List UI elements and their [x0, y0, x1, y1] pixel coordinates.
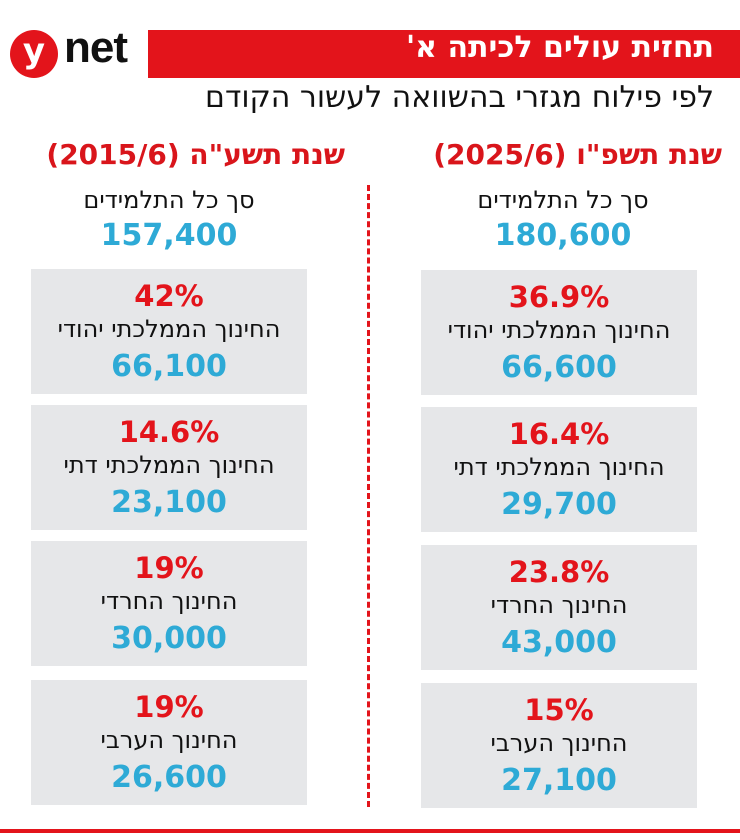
sector-label: החינוך הממלכתי דתי — [63, 451, 275, 479]
sector-card-2025-religious-state: 16.4% החינוך הממלכתי דתי 29,700 — [421, 407, 697, 532]
sector-value: 23,100 — [111, 485, 227, 520]
sector-label: החינוך הממלכתי יהודי — [57, 315, 281, 343]
sector-card-2015-jewish-state: 42% החינוך הממלכתי יהודי 66,100 — [31, 269, 307, 394]
total-label-2015: סך כל התלמידים — [83, 186, 255, 214]
sector-label: החינוך הממלכתי יהודי — [447, 316, 671, 344]
total-label-2025: סך כל התלמידים — [477, 186, 649, 214]
sector-value: 43,000 — [501, 625, 617, 660]
sector-label: החינוך החרדי — [100, 587, 238, 615]
sector-value: 66,100 — [111, 349, 227, 384]
bottom-rule — [0, 829, 740, 833]
sector-value: 66,600 — [501, 350, 617, 385]
sector-percent: 19% — [134, 551, 204, 585]
sector-card-2025-jewish-state: 36.9% החינוך הממלכתי יהודי 66,600 — [421, 270, 697, 395]
sector-card-2025-haredi: 23.8% החינוך החרדי 43,000 — [421, 545, 697, 670]
column-heading-2025: שנת תשפ"ו (2025/6) — [433, 138, 722, 171]
page-subtitle: לפי פילוח מגזרי בהשוואה לעשור הקודם — [205, 80, 714, 115]
sector-value: 27,100 — [501, 763, 617, 798]
sector-percent: 23.8% — [508, 555, 610, 589]
title-bar: תחזית עולים לכיתה א' — [148, 30, 740, 78]
total-value-2015: 157,400 — [100, 218, 238, 253]
sector-card-2015-arab: 19% החינוך הערבי 26,600 — [31, 680, 307, 805]
sector-card-2015-religious-state: 14.6% החינוך הממלכתי דתי 23,100 — [31, 405, 307, 530]
sector-card-2015-haredi: 19% החינוך החרדי 30,000 — [31, 541, 307, 666]
sector-card-2025-arab: 15% החינוך הערבי 27,100 — [421, 683, 697, 808]
page-title: תחזית עולים לכיתה א' — [405, 30, 714, 65]
sector-value: 30,000 — [111, 621, 227, 656]
ynet-logo: y net — [10, 23, 145, 81]
column-heading-2015: שנת תשע"ה (2015/6) — [46, 138, 345, 171]
sector-percent: 14.6% — [118, 415, 220, 449]
sector-label: החינוך הערבי — [100, 726, 238, 754]
sector-label: החינוך החרדי — [490, 591, 628, 619]
sector-percent: 36.9% — [508, 280, 610, 314]
ynet-logo-text: net — [64, 23, 128, 72]
sector-percent: 16.4% — [508, 417, 610, 451]
sector-label: החינוך הערבי — [490, 729, 628, 757]
sector-value: 29,700 — [501, 487, 617, 522]
total-value-2025: 180,600 — [494, 218, 632, 253]
sector-percent: 19% — [134, 690, 204, 724]
sector-label: החינוך הממלכתי דתי — [453, 453, 665, 481]
column-divider — [367, 185, 370, 807]
sector-percent: 15% — [524, 693, 594, 727]
sector-value: 26,600 — [111, 760, 227, 795]
ynet-logo-icon: y — [10, 30, 58, 78]
sector-percent: 42% — [134, 279, 204, 313]
